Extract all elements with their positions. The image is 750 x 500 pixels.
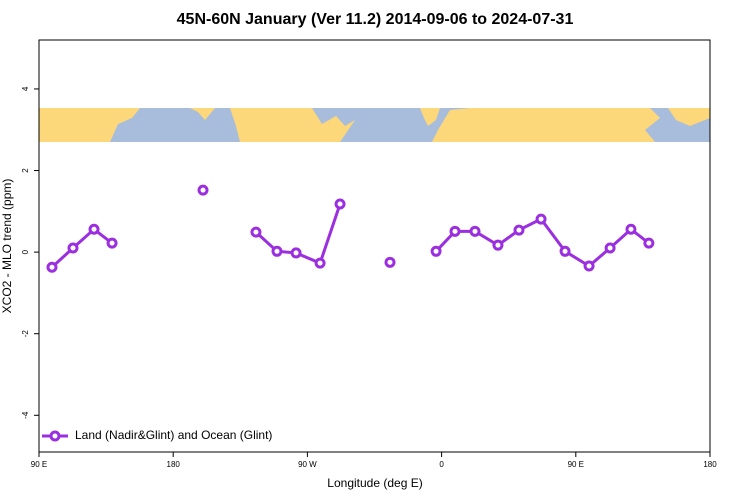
- data-point: [290, 247, 302, 259]
- data-point: [513, 224, 525, 236]
- y-tick-label: -2: [21, 330, 30, 338]
- data-point: [67, 242, 79, 254]
- x-tick-label: 0: [439, 460, 444, 469]
- data-line: [50, 227, 113, 269]
- data-point: [271, 245, 283, 257]
- data-point: [88, 223, 100, 235]
- data-point: [643, 237, 655, 249]
- x-tick-label: 90 W: [298, 460, 317, 469]
- x-tick-label: 90 E: [31, 460, 47, 469]
- plot-frame: [38, 39, 711, 453]
- data-point: [430, 245, 442, 257]
- x-axis-label: Longitude (deg E): [327, 476, 422, 490]
- data-point: [469, 225, 481, 237]
- data-point: [334, 198, 346, 210]
- data-point: [314, 257, 326, 269]
- data-point: [559, 245, 571, 257]
- data-point: [604, 242, 616, 254]
- data-point: [625, 223, 637, 235]
- data-point: [106, 237, 118, 249]
- data-point: [492, 239, 504, 251]
- data-point: [449, 225, 461, 237]
- y-tick-label: -4: [21, 411, 30, 419]
- y-axis-label: XCO2 - MLO trend (ppm): [0, 179, 14, 314]
- x-tick-label: 180: [167, 460, 181, 469]
- data-point: [583, 260, 595, 272]
- x-tick-label: 180: [703, 460, 717, 469]
- x-tick-label: 90 E: [568, 460, 584, 469]
- data-line: [434, 217, 650, 268]
- y-tick-label: 4: [21, 86, 30, 91]
- data-point: [535, 213, 547, 225]
- data-point: [250, 226, 262, 238]
- legend-marker: [49, 430, 61, 442]
- data-point: [197, 184, 209, 196]
- legend-label: Land (Nadir&Glint) and Ocean (Glint): [75, 428, 272, 442]
- chart-title: 45N-60N January (Ver 11.2) 2014-09-06 to…: [177, 11, 574, 28]
- data-point: [384, 256, 396, 268]
- data-point: [46, 261, 58, 273]
- y-tick-label: 2: [21, 168, 30, 173]
- map-band: [39, 108, 710, 142]
- y-tick-label: 0: [21, 249, 30, 254]
